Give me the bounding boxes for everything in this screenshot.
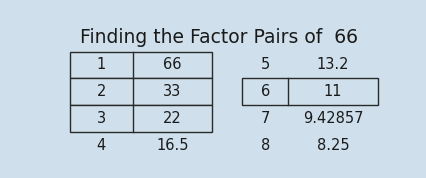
Text: 16.5: 16.5 [156, 138, 188, 153]
Text: 13.2: 13.2 [316, 57, 348, 72]
Bar [242, 78, 377, 105]
Text: 33: 33 [163, 84, 181, 99]
Text: 8: 8 [260, 138, 269, 153]
Bar [70, 105, 212, 132]
Text: 9.42857: 9.42857 [302, 111, 363, 126]
Bar [70, 51, 212, 78]
Text: 7: 7 [260, 111, 269, 126]
Text: 4: 4 [97, 138, 106, 153]
Text: 22: 22 [163, 111, 181, 126]
Text: 1: 1 [97, 57, 106, 72]
Text: 6: 6 [260, 84, 269, 99]
Text: 5: 5 [260, 57, 269, 72]
Text: 3: 3 [97, 111, 106, 126]
Text: 2: 2 [96, 84, 106, 99]
Text: Finding the Factor Pairs of  66: Finding the Factor Pairs of 66 [80, 28, 357, 47]
Text: 8.25: 8.25 [316, 138, 348, 153]
Text: 11: 11 [323, 84, 342, 99]
Text: 66: 66 [163, 57, 181, 72]
Bar [70, 78, 212, 105]
